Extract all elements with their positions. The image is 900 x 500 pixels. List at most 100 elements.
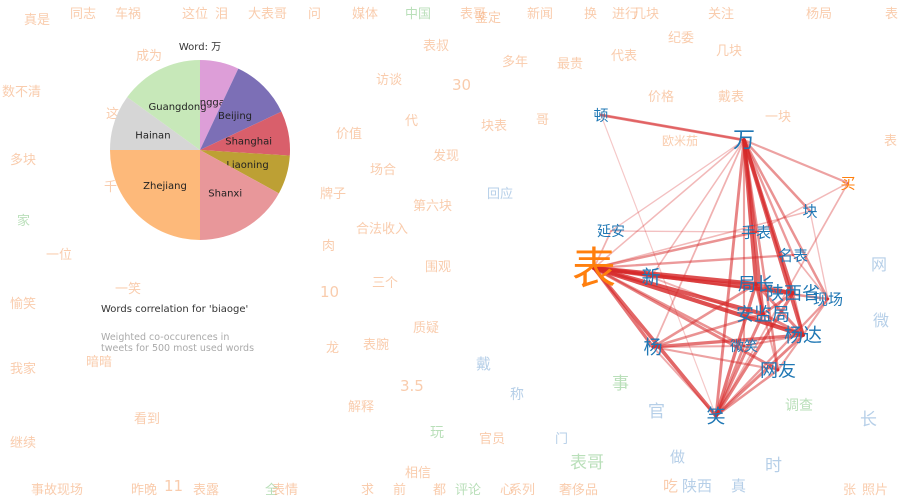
cloud-word: 发现 [433,148,459,164]
network-edge-wangyou-yangda [776,333,805,372]
cloud-word: 事故现场 [31,483,83,498]
pie-label-beijing: Beijing [218,111,252,122]
network-edge-juzhang-shanxisheng [754,282,795,295]
pie-label-hainan: Hainan [135,131,170,142]
pie-label-shanghai: Shanghai [225,137,272,148]
network-edge-wan-yang [652,139,745,348]
cloud-word: 称 [510,387,524,403]
cloud-word: 访谈 [376,73,402,88]
cloud-word: 关注 [708,7,734,22]
network-title: Words correlation for 'biaoge' [101,304,248,315]
network-edge-biao-weixiao [592,266,746,348]
cloud-word: 时 [765,456,782,476]
network-node-yanan: 延安 [597,224,625,240]
network-node-mai: 买 [840,174,855,192]
cloud-word: 成为 [136,49,162,64]
cloud-word: 几块 [716,44,742,59]
network-node-wangyou: 网友 [760,360,796,381]
cloud-word: 中国 [405,7,431,22]
cloud-word: 进行 [612,7,638,22]
cloud-word: 一笑 [115,281,141,297]
network-node-yangda: 杨达 [784,325,822,347]
cloud-word: 泪 [215,7,228,22]
cloud-word: 做 [670,448,685,466]
pie-slice-shanghai [200,111,291,156]
network-subtitle-line-2: tweets for 500 most used words [101,343,254,354]
pie-slice-shanxi [200,150,279,241]
cloud-word: 表 [884,134,897,149]
network-node-wan: 万 [733,129,755,154]
network-node-biao: 表 [572,243,616,294]
cloud-word: 表 [885,7,898,22]
cloud-word: 奢侈品 [559,483,598,498]
network-edge-biao-wan [593,139,745,269]
cloud-word: 长 [860,410,877,430]
network-edge-dun-xiao [600,114,717,417]
cloud-word: 昨晚 [131,483,157,498]
cloud-word: 这 [106,106,119,122]
cloud-word: 心 [500,483,513,498]
cloud-word: 表哥 [460,7,486,22]
network-edge-wan-mai [742,138,850,185]
network-edge-biao-xin [592,266,653,279]
cloud-word: 评论 [455,483,481,498]
network-edge-mingbiao-xianchang [792,254,829,300]
cloud-word: 同志 [70,7,96,22]
cloud-word: 30 [452,76,471,94]
network-edge-xin-yangda [650,276,804,336]
cloud-word: 场合 [370,163,396,178]
network-node-dun: 顿 [593,106,608,124]
network-node-mingbiao: 名表 [778,246,808,264]
cloud-word: 代 [405,114,418,129]
cloud-word: 数不清 [2,85,41,100]
pie-slice-liaoning [200,150,290,194]
network-edge-juzhang-yangda [754,282,805,337]
pie-label-guangdong: Guangdong [148,102,206,113]
network-node-shoubiao: 手表 [741,223,771,241]
cloud-word: 表哥 [570,453,604,473]
network-edge-wan-mingbiao [742,138,795,257]
cloud-word: 系列 [509,483,535,498]
cloud-word: 车祸 [115,6,141,22]
pie-chart: Word: 万 Xianggang Beijing Shanghai Liaoning… [110,42,291,241]
cloud-word: 真是 [24,13,50,28]
cloud-word: 最贵 [557,57,583,72]
network-edge-wangyou-juzhang [755,283,779,371]
network-node-xin: 新 [641,267,660,289]
cloud-word: 官员 [479,431,505,447]
cloud-word: 回应 [487,186,513,202]
network-edge-wan-xiao [714,138,746,418]
network-subtitle-line-1: Weighted co-occurences in [101,332,229,343]
network-edge-yang-xiao [652,346,717,417]
network-node-anjianju: 安监局 [736,304,790,325]
cloud-word: 欧米茄 [662,134,698,148]
cloud-word: 玩 [430,425,444,441]
network-edge-shanxisheng-anjianju [761,291,795,316]
cloud-word: 表叔 [423,39,449,54]
network-edge-kuai-xianchang [809,210,829,300]
network-edge-dun-wan [600,114,745,141]
cloud-word: 10 [320,283,339,301]
network-edge-yang-weixiao [652,345,745,348]
cloud-word: 网 [871,255,887,274]
cloud-word: 代表 [611,49,637,64]
cloud-word: 表情 [272,483,298,498]
network-node-kuai: 块 [802,202,817,220]
cloud-word: 千 [104,180,117,195]
cloud-word: 媒体 [352,7,378,22]
network-edge-mai-shoubiao [755,182,849,233]
pie-slice-zhejiang [110,150,200,240]
network-edge-shanxisheng-yangda [791,291,805,337]
network-edge-xin-juzhang [650,276,757,285]
cloud-word: 3.5 [400,377,424,395]
cloud-word: 围观 [425,260,451,275]
pie-slice-hainan [110,97,200,150]
network-node-shanxisheng: 陕西省 [766,283,820,304]
network-node-yang: 杨 [643,337,662,359]
cloud-word: 调查 [785,398,813,414]
cloud-word: 肉 [322,239,335,254]
pie-label-liaoning: Liaoning [226,160,268,171]
cloud-word: 陕西 [682,477,712,495]
